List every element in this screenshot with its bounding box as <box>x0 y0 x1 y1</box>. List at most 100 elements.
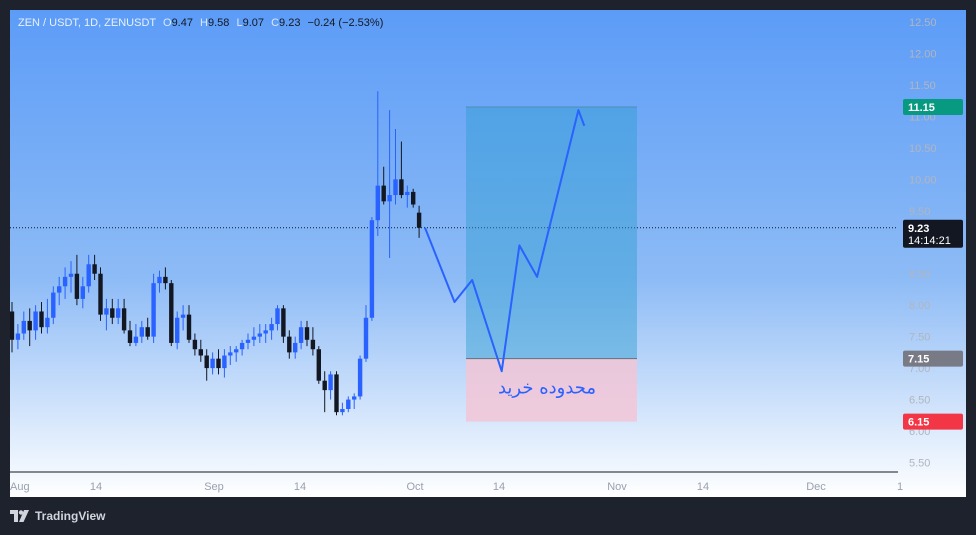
candle-body[interactable] <box>416 212 422 228</box>
candle-body[interactable] <box>304 327 310 340</box>
change-value: −0.24 (−2.53%) <box>307 17 384 29</box>
candle-body[interactable] <box>346 399 351 410</box>
position-tool <box>466 106 637 422</box>
candle-body[interactable] <box>257 333 262 337</box>
current-price-badge-countdown: 14:14:21 <box>908 235 951 247</box>
candle-body[interactable] <box>293 342 298 353</box>
stop-price-badge-bg <box>903 413 963 430</box>
candle-body[interactable] <box>381 185 386 202</box>
candle-body[interactable] <box>121 308 127 331</box>
candle-body[interactable] <box>369 220 375 318</box>
x-tick-label: 14 <box>90 481 102 493</box>
candle-body[interactable] <box>74 273 80 299</box>
candle-body[interactable] <box>316 349 321 381</box>
candle-body[interactable] <box>222 355 227 369</box>
low-value: 9.07 <box>242 17 265 29</box>
candle-body[interactable] <box>228 352 233 356</box>
candle-body[interactable] <box>375 185 380 221</box>
candle-body[interactable] <box>80 286 85 299</box>
candle-body[interactable] <box>68 273 74 277</box>
buy-zone[interactable] <box>466 358 637 422</box>
candle-body[interactable] <box>393 179 398 196</box>
candle-body[interactable] <box>352 396 357 400</box>
candle-body[interactable] <box>269 324 274 331</box>
entry-price-badge-bg <box>903 350 963 367</box>
candle-body[interactable] <box>328 374 333 391</box>
candle-body[interactable] <box>405 191 410 196</box>
candle-body[interactable] <box>198 349 203 356</box>
tradingview-logo[interactable]: TradingView <box>10 509 105 523</box>
candle-body[interactable] <box>216 358 221 369</box>
symbol-legend[interactable]: ZEN / USDT, 1D, ZENUSDT O9.47 H9.58 L9.0… <box>18 17 383 29</box>
entry-price-badge: 7.15 <box>908 354 929 366</box>
candle-body[interactable] <box>275 308 280 325</box>
candle-body[interactable] <box>15 333 21 340</box>
candle-body[interactable] <box>98 273 103 315</box>
candle-body[interactable] <box>204 355 209 369</box>
y-tick-label: 12.50 <box>909 17 937 29</box>
candle-body[interactable] <box>21 320 26 334</box>
symbol-name[interactable]: ZEN / USDT, 1D, ZENUSDT <box>18 17 156 29</box>
candle-body[interactable] <box>210 358 215 369</box>
buy-zone-annotation: محدوده خرید <box>498 377 596 398</box>
candle-body[interactable] <box>310 339 316 350</box>
candle-body[interactable] <box>27 320 32 331</box>
candle-body[interactable] <box>175 317 180 343</box>
high-key: H <box>200 17 208 29</box>
candle-body[interactable] <box>51 292 56 318</box>
brand-name: TradingView <box>35 509 106 523</box>
candle-body[interactable] <box>298 327 304 343</box>
candle-body[interactable] <box>334 374 339 413</box>
stop-price-badge: 6.15 <box>908 417 929 429</box>
candle-body[interactable] <box>110 308 115 318</box>
candle-body[interactable] <box>163 276 168 284</box>
candle-body[interactable] <box>133 336 139 343</box>
candle-body[interactable] <box>127 330 133 343</box>
high-value: 9.58 <box>208 17 230 29</box>
candle-body[interactable] <box>234 349 239 353</box>
chart-pane[interactable]: محدوده خرید 12.50 12.00 11.50 11.00 10.50 10.… <box>10 10 966 497</box>
target-zone[interactable] <box>466 106 637 359</box>
candle-body[interactable] <box>157 276 162 284</box>
candle-body[interactable] <box>180 314 186 318</box>
x-tick-label: 14 <box>493 481 505 493</box>
candle-body[interactable] <box>192 339 198 350</box>
candle-body[interactable] <box>287 336 292 353</box>
x-tick-label: Dec <box>806 481 826 493</box>
candle-body[interactable] <box>186 314 192 340</box>
candle-body[interactable] <box>169 283 174 343</box>
candle-body[interactable] <box>39 311 44 328</box>
y-tick-label: 10.00 <box>909 174 937 186</box>
candle-body[interactable] <box>263 330 268 334</box>
candle-body[interactable] <box>363 317 369 359</box>
candle-body[interactable] <box>340 409 345 413</box>
candle-body[interactable] <box>57 286 62 293</box>
target-price-badge: 11.15 <box>908 102 935 114</box>
candle-body[interactable] <box>86 264 91 287</box>
candle-body[interactable] <box>357 358 363 397</box>
candle-body[interactable] <box>116 308 121 318</box>
candle-body[interactable] <box>10 311 15 340</box>
candle-body[interactable] <box>245 339 251 343</box>
current-price-badge: 9.23 <box>908 223 929 235</box>
candle-body[interactable] <box>92 264 97 274</box>
projection-line[interactable] <box>424 109 586 373</box>
candle-body[interactable] <box>33 311 38 331</box>
candle-body[interactable] <box>411 191 416 205</box>
y-tick-label: 12.00 <box>909 48 937 60</box>
candlestick-chart[interactable]: محدوده خرید 12.5012.0011.5011.0010.5010.… <box>10 10 966 497</box>
candle-body[interactable] <box>62 276 68 287</box>
candle-body[interactable] <box>145 327 150 337</box>
candle-body[interactable] <box>45 317 50 328</box>
low-key: L <box>236 17 243 29</box>
candle-body[interactable] <box>399 179 404 196</box>
candle-body[interactable] <box>139 327 144 337</box>
candle-body[interactable] <box>239 342 245 350</box>
candle-body[interactable] <box>322 380 327 391</box>
candle-body[interactable] <box>281 308 286 337</box>
candle-body[interactable] <box>151 283 156 337</box>
candle-body[interactable] <box>387 195 392 202</box>
candle-body[interactable] <box>104 308 109 315</box>
candle-body[interactable] <box>251 336 257 340</box>
